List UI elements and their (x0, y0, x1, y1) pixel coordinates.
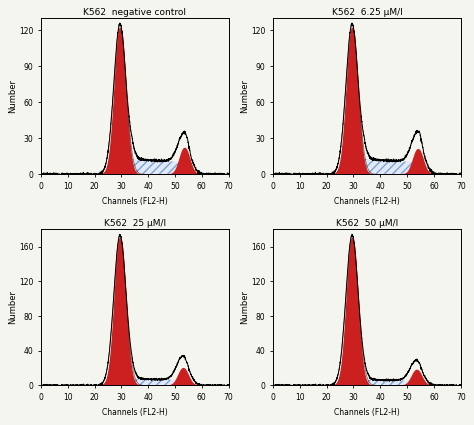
Title: K562  50 μM/l: K562 50 μM/l (336, 219, 398, 229)
Title: K562  6.25 μM/l: K562 6.25 μM/l (331, 8, 402, 17)
X-axis label: Channels (FL2-H): Channels (FL2-H) (334, 196, 400, 206)
Title: K562  25 μM/l: K562 25 μM/l (104, 219, 166, 229)
Y-axis label: Number: Number (241, 79, 250, 113)
Y-axis label: Number: Number (240, 290, 249, 324)
X-axis label: Channels (FL2-H): Channels (FL2-H) (334, 408, 400, 416)
X-axis label: Channels (FL2-H): Channels (FL2-H) (102, 196, 168, 206)
Y-axis label: Number: Number (9, 290, 18, 324)
X-axis label: Channels (FL2-H): Channels (FL2-H) (102, 408, 168, 416)
Title: K562  negative control: K562 negative control (83, 8, 186, 17)
Y-axis label: Number: Number (9, 79, 18, 113)
